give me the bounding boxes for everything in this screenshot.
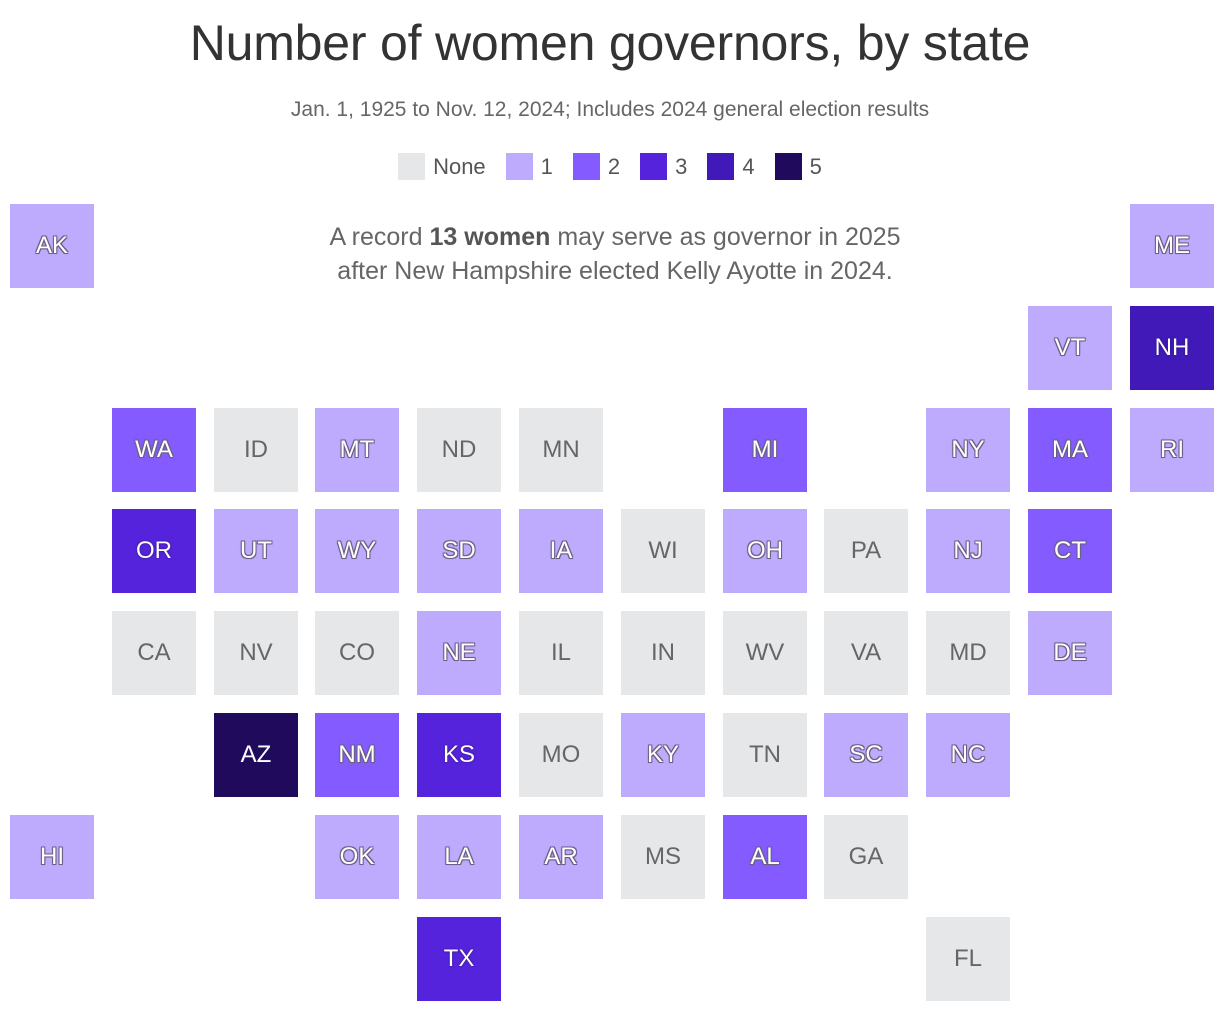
state-tile-il[interactable]: IL [519,611,603,695]
legend-swatch [572,153,600,180]
state-tile-sd[interactable]: SD [417,509,501,593]
legend-label: 1 [540,153,553,179]
annotation-line1-post: may serve as governor in 2025 [550,223,901,251]
state-tile-nj[interactable]: NJ [926,509,1010,593]
state-tile-oh[interactable]: OH [723,509,807,593]
legend-label: 5 [809,153,822,179]
state-tile-nh[interactable]: NH [1130,306,1214,390]
state-tile-ia[interactable]: IA [519,509,603,593]
state-tile-mi[interactable]: MI [723,408,807,492]
state-tile-vt[interactable]: VT [1028,306,1112,390]
state-tile-nm[interactable]: NM [315,713,399,797]
state-tile-tn[interactable]: TN [723,713,807,797]
state-tile-pa[interactable]: PA [824,509,908,593]
state-tile-ma[interactable]: MA [1028,408,1112,492]
state-tile-ny[interactable]: NY [926,408,1010,492]
state-tile-wy[interactable]: WY [315,509,399,593]
legend-item: 1 [505,153,553,180]
legend-swatch [398,153,426,180]
state-tile-ar[interactable]: AR [519,815,603,899]
legend-item: None [398,153,486,180]
state-tile-ak[interactable]: AK [10,204,94,288]
state-tile-nd[interactable]: ND [417,408,501,492]
state-tile-fl[interactable]: FL [926,917,1010,1001]
state-tile-ok[interactable]: OK [315,815,399,899]
annotation-highlight: 13 women [429,223,551,251]
state-tile-ca[interactable]: CA [112,611,196,695]
state-tile-sc[interactable]: SC [824,713,908,797]
state-tile-va[interactable]: VA [824,611,908,695]
state-tile-wv[interactable]: WV [723,611,807,695]
state-tile-id[interactable]: ID [214,408,298,492]
chart-title: Number of women governors, by state [189,15,1031,71]
legend-item: 4 [707,153,755,180]
state-tile-in[interactable]: IN [621,611,705,695]
state-tile-la[interactable]: LA [417,815,501,899]
state-tile-mo[interactable]: MO [519,713,603,797]
state-tile-me[interactable]: ME [1130,204,1214,288]
state-tile-wa[interactable]: WA [112,408,196,492]
state-tile-ut[interactable]: UT [214,509,298,593]
legend-item: 2 [572,153,621,180]
annotation-line2: after New Hampshire elected Kelly Ayotte… [337,257,893,285]
legend-label: 2 [607,153,621,179]
legend: None 1 2 3 4 5 [0,153,1220,180]
state-tile-or[interactable]: OR [112,509,196,593]
state-tile-ri[interactable]: RI [1130,408,1214,492]
legend-item: 3 [640,153,687,180]
legend-label: None [433,153,486,179]
state-tile-ga[interactable]: GA [824,815,908,899]
legend-swatch [640,153,668,180]
state-tile-ky[interactable]: KY [621,713,705,797]
legend-label: 4 [742,153,755,179]
state-tile-de[interactable]: DE [1028,611,1112,695]
legend-label: 3 [675,153,688,179]
annotation-line1-pre: A record [329,223,430,251]
state-tile-al[interactable]: AL [723,815,807,899]
state-tile-ct[interactable]: CT [1028,509,1112,593]
legend-swatch [707,153,735,180]
state-tile-co[interactable]: CO [315,611,399,695]
legend-swatch [505,153,533,180]
state-tile-tx[interactable]: TX [417,917,501,1001]
state-tile-hi[interactable]: HI [10,815,94,899]
chart-subtitle: Jan. 1, 1925 to Nov. 12, 2024; Includes … [290,98,930,121]
state-tile-nc[interactable]: NC [926,713,1010,797]
state-tile-nv[interactable]: NV [214,611,298,695]
state-tile-ne[interactable]: NE [417,611,501,695]
legend-swatch [774,153,802,180]
state-tile-ms[interactable]: MS [621,815,705,899]
state-tile-mt[interactable]: MT [315,408,399,492]
legend-item: 5 [774,153,822,180]
state-tile-mn[interactable]: MN [519,408,603,492]
state-tile-wi[interactable]: WI [621,509,705,593]
annotation: A record 13 women may serve as governor … [250,220,980,288]
state-tile-md[interactable]: MD [926,611,1010,695]
state-tile-az[interactable]: AZ [214,713,298,797]
state-tile-ks[interactable]: KS [417,713,501,797]
